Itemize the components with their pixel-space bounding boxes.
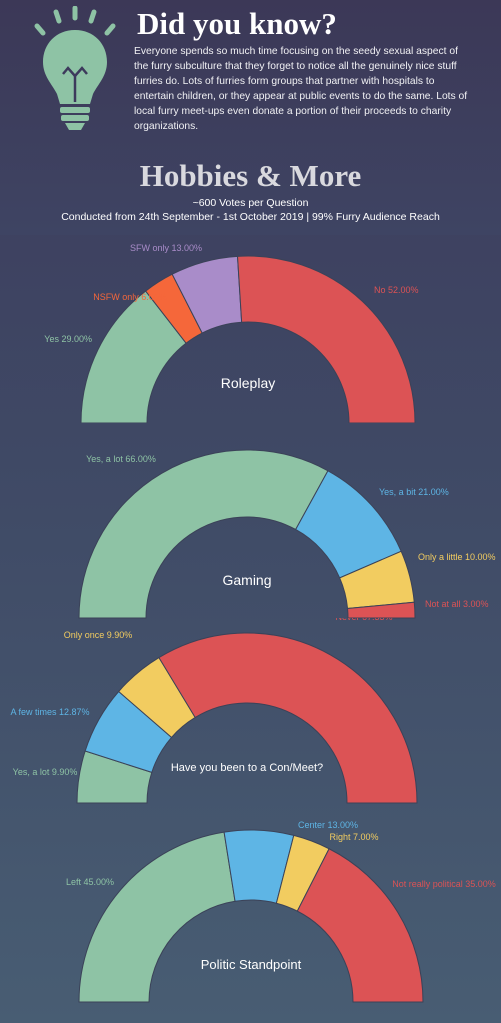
roleplay-chart: Yes 29.00% NSFW only 6.00% SFW only 13.00%…: [0, 238, 501, 423]
chart-title: Politic Standpoint: [201, 957, 302, 972]
label-sfw-only-13-00: SFW only 13.00%: [130, 243, 202, 253]
gaming-chart: Yes, a lot 66.00% Yes, a bit 21.00% Only a…: [0, 438, 501, 623]
label-no-52-00: No 52.00%: [374, 285, 419, 295]
politic-chart: Left 45.00% Center 13.00% Right 7.00% Not r…: [0, 812, 501, 1007]
label-nsfw-only-6-00: NSFW only 6.00%: [93, 292, 167, 302]
votes-subtitle: ~600 Votes per Question: [192, 197, 309, 209]
lightbulb-icon: [34, 6, 116, 130]
did-you-know-title: Did you know?: [137, 6, 337, 41]
slice-never-67-33: [158, 632, 418, 804]
label-yes-29-00: Yes 29.00%: [44, 334, 92, 344]
label-never-67-33: Never 67.33%: [335, 618, 392, 622]
slice-left-45-00: [78, 831, 236, 1003]
did-you-know-paragraph: Everyone spends so much time focusing on…: [134, 46, 468, 132]
label-only-once-9-90: Only once 9.90%: [64, 630, 133, 640]
conducted-subtitle: Conducted from 24th September - 1st Octo…: [61, 211, 440, 223]
section-title: Hobbies & More: [139, 158, 362, 193]
chart-title: Roleplay: [221, 375, 275, 391]
label-center-13-00: Center 13.00%: [298, 820, 358, 830]
label-yes-a-lot-66-00: Yes, a lot 66.00%: [86, 454, 156, 464]
label-yes-a-bit-21-00: Yes, a bit 21.00%: [379, 487, 449, 497]
label-left-45-00: Left 45.00%: [66, 877, 114, 887]
chart-title: Have you been to a Con/Meet?: [171, 762, 323, 774]
label-not-at-all-3-00: Not at all 3.00%: [425, 599, 489, 609]
label-not-really-political-35-00: Not really political 35.00%: [392, 879, 496, 889]
con-meet-chart: Yes, a lot 9.90% A few times 12.87% Only o…: [0, 618, 501, 808]
chart-title: Gaming: [222, 572, 271, 588]
slice-not-really-political-35-00: [296, 848, 424, 1003]
slice-not-at-all-3-00: [347, 601, 416, 619]
slice-no-52-00: [236, 255, 416, 423]
slice-yes-a-lot-66-00: [78, 449, 329, 619]
label-right-7-00: Right 7.00%: [329, 832, 378, 842]
label-a-few-times-12-87: A few times 12.87%: [10, 707, 89, 717]
label-only-a-little-10-00: Only a little 10.00%: [418, 552, 496, 562]
label-yes-a-lot-9-90: Yes, a lot 9.90%: [13, 767, 78, 777]
